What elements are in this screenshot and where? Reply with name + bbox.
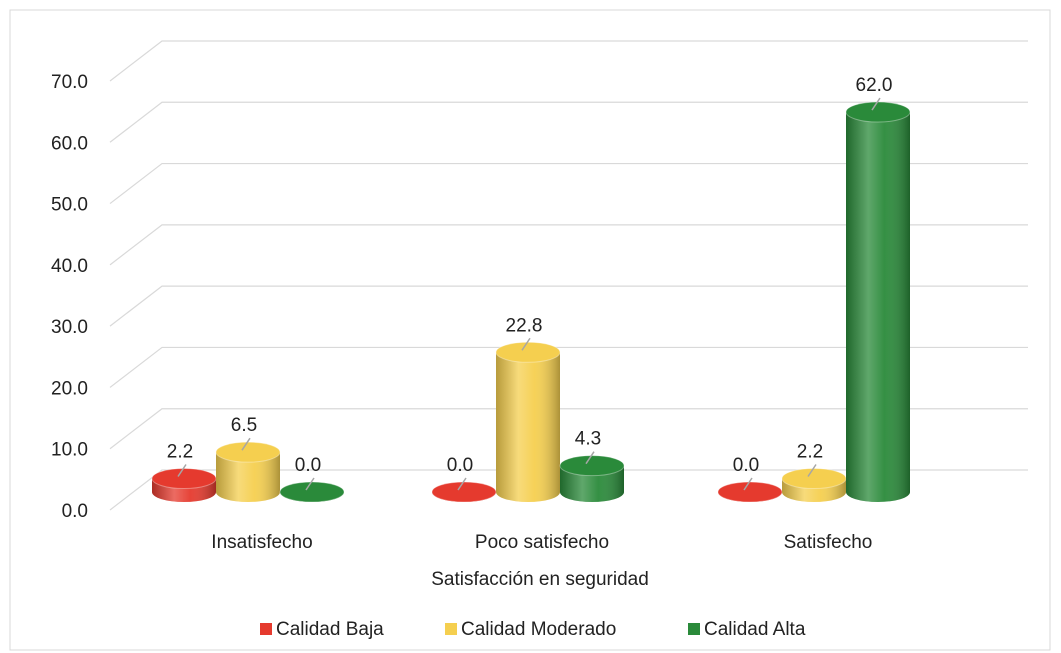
bar-shade <box>496 352 560 502</box>
bar <box>151 468 217 502</box>
x-tick-label: Poco satisfecho <box>475 532 609 553</box>
grid-line <box>109 162 1028 205</box>
bar <box>781 468 847 502</box>
label-leader <box>871 97 881 111</box>
bar-top <box>431 481 497 503</box>
y-tick-label: 10.0 <box>51 440 88 461</box>
bar <box>559 455 625 502</box>
grid-line <box>109 408 1028 450</box>
bar-top <box>215 441 281 463</box>
legend-key <box>688 623 700 635</box>
data-label: 2.2 <box>797 442 823 463</box>
label-leader <box>585 451 595 465</box>
y-tick-label: 0.0 <box>62 501 88 522</box>
bar <box>279 481 345 503</box>
data-label: 22.8 <box>506 315 543 336</box>
data-label: 4.3 <box>575 429 601 450</box>
data-label: 0.0 <box>733 455 759 476</box>
grid-line <box>109 224 1028 266</box>
data-label: 62.0 <box>856 75 893 96</box>
label-leader <box>305 477 315 491</box>
y-tick-label: 60.0 <box>51 133 88 154</box>
legend-key <box>260 623 272 635</box>
label-leader <box>743 477 753 491</box>
bar-shade <box>846 112 910 503</box>
label-leader <box>457 477 467 491</box>
y-tick-label: 20.0 <box>51 378 88 399</box>
chart-border <box>9 9 1051 651</box>
y-tick-label: 40.0 <box>51 256 88 277</box>
label-leader <box>241 437 251 451</box>
legend-label: Calidad Moderado <box>461 619 616 640</box>
bar <box>215 441 281 502</box>
bar-top <box>279 481 345 503</box>
legend-label: Calidad Alta <box>704 619 806 640</box>
data-label: 6.5 <box>231 415 257 436</box>
y-tick-label: 30.0 <box>51 317 88 338</box>
legend-label: Calidad Baja <box>276 619 384 640</box>
bar-top <box>495 341 561 363</box>
bar <box>495 341 561 502</box>
bar-shade <box>560 465 624 502</box>
x-axis-title: Satisfacción en seguridad <box>431 569 649 590</box>
x-tick-label: Insatisfecho <box>211 532 312 553</box>
bar <box>717 481 783 503</box>
y-tick-label: 50.0 <box>51 195 88 216</box>
grid-line <box>109 40 1028 82</box>
bar <box>845 101 911 503</box>
grid-line <box>109 346 1028 388</box>
label-leader <box>521 337 531 351</box>
grid-line <box>109 101 1028 143</box>
grid-line <box>109 285 1028 327</box>
grid-line <box>109 469 1028 511</box>
y-tick-label: 70.0 <box>51 72 88 93</box>
bar-top <box>151 468 217 490</box>
bar-top <box>845 101 911 123</box>
x-tick-label: Satisfecho <box>784 532 873 553</box>
bar-shade <box>216 452 280 502</box>
bar-top <box>559 455 625 477</box>
bar-top <box>781 468 847 490</box>
label-leader <box>177 464 187 477</box>
data-label: 0.0 <box>447 455 473 476</box>
legend-key <box>445 623 457 635</box>
data-label: 0.0 <box>295 455 321 476</box>
label-leader <box>807 464 817 477</box>
data-label: 2.2 <box>167 442 193 463</box>
bar <box>431 481 497 503</box>
bar-top <box>717 481 783 503</box>
